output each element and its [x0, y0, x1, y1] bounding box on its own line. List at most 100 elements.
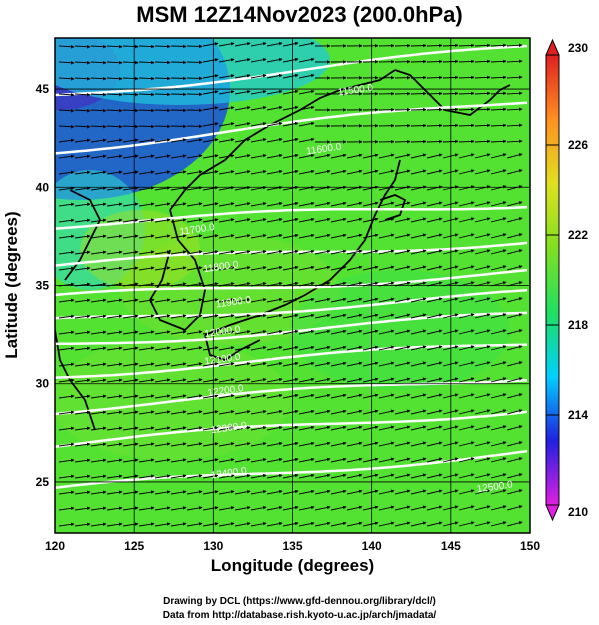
wind-arrow: [474, 377, 491, 383]
wind-arrow: [506, 297, 523, 303]
wind-arrow: [74, 92, 91, 97]
wind-arrow: [58, 410, 75, 415]
wind-arrow: [250, 137, 267, 143]
wind-arrow: [506, 169, 523, 175]
wind-arrow: [394, 473, 411, 479]
wind-arrow: [410, 409, 427, 415]
wind-arrow: [410, 249, 427, 255]
x-tick-label: 135: [282, 539, 302, 553]
wind-arrow: [106, 314, 123, 319]
wind-arrow: [250, 409, 267, 415]
wind-arrow: [90, 490, 107, 495]
x-axis-label: Longitude (degrees): [210, 556, 375, 575]
wind-arrow: [330, 457, 347, 463]
wind-arrow: [58, 394, 75, 399]
wind-arrow: [90, 234, 107, 239]
wind-arrow: [234, 442, 251, 447]
wind-arrow: [458, 43, 475, 48]
wind-arrow: [58, 458, 75, 463]
wind-arrow: [298, 329, 315, 335]
wind-arrow: [58, 490, 75, 495]
wind-arrow: [74, 426, 91, 431]
wind-arrow: [298, 489, 315, 495]
wind-arrow: [362, 505, 379, 511]
contour-label: 12500.0: [476, 479, 514, 495]
wind-arrow: [234, 378, 251, 383]
wind-arrow: [298, 521, 315, 527]
wind-arrow: [234, 346, 251, 351]
wind-arrow: [74, 506, 91, 511]
wind-arrow: [426, 313, 443, 319]
wind-arrow: [378, 153, 395, 159]
wind-arrow: [58, 442, 75, 447]
wind-arrow: [298, 313, 315, 319]
wind-arrow: [58, 218, 75, 223]
wind-arrow: [490, 409, 507, 415]
wind-arrow: [90, 154, 107, 159]
wind-arrow: [170, 250, 187, 255]
wind-arrow: [74, 60, 91, 65]
wind-arrow: [458, 75, 475, 80]
wind-arrow: [474, 139, 491, 144]
wind-arrow: [362, 377, 379, 383]
wind-arrow: [186, 346, 203, 351]
wind-arrow: [218, 154, 235, 159]
wind-arrow: [410, 169, 427, 175]
wind-arrow: [474, 169, 491, 175]
wind-arrow: [410, 265, 427, 271]
wind-arrow: [426, 425, 443, 431]
wind-arrow: [234, 42, 251, 47]
wind-arrow: [90, 124, 107, 129]
wind-arrow: [490, 185, 507, 191]
wind-arrow: [330, 265, 347, 271]
wind-arrow: [170, 394, 187, 399]
wind-arrow: [490, 521, 507, 527]
wind-arrow: [250, 89, 267, 95]
wind-arrow: [362, 201, 379, 207]
wind-arrow: [314, 217, 331, 223]
wind-arrow: [74, 314, 91, 319]
wind-arrow: [314, 313, 331, 319]
wind-arrow: [218, 250, 235, 255]
wind-arrow: [474, 297, 491, 303]
wind-arrow: [474, 457, 491, 463]
wind-arrow: [362, 473, 379, 479]
wind-arrow: [330, 233, 347, 239]
wind-arrow: [186, 458, 203, 463]
wind-arrow: [234, 394, 251, 399]
wind-arrow: [154, 474, 171, 479]
wind-arrow: [458, 139, 475, 144]
wind-arrow: [58, 298, 75, 303]
wind-arrow: [218, 426, 235, 431]
wind-arrow: [282, 345, 299, 351]
wind-arrow: [362, 441, 379, 447]
wind-arrow: [378, 313, 395, 319]
wind-arrow: [490, 265, 507, 271]
wind-arrow: [426, 329, 443, 335]
wind-arrow: [362, 345, 379, 351]
wind-arrow: [58, 250, 75, 255]
wind-arrow: [474, 313, 491, 319]
wind-arrow: [154, 506, 171, 511]
wind-arrow: [138, 138, 155, 143]
wind-arrow: [170, 60, 187, 65]
wind-arrow: [330, 313, 347, 319]
wind-arrow: [58, 346, 75, 351]
wind-arrow: [74, 154, 91, 159]
wind-arrow: [234, 90, 251, 95]
wind-arrow: [106, 76, 123, 81]
wind-arrow: [346, 473, 363, 479]
wind-arrow: [202, 522, 219, 527]
contour-line: [55, 205, 528, 230]
wind-arrow: [74, 394, 91, 399]
wind-arrow: [170, 218, 187, 223]
wind-arrow: [202, 330, 219, 335]
colorbar-tick-label: 214: [568, 408, 588, 422]
wind-arrow: [58, 522, 75, 527]
wind-arrow: [58, 234, 75, 239]
wind-arrow: [170, 76, 187, 81]
wind-arrow: [362, 249, 379, 255]
wind-arrow: [298, 345, 315, 351]
wind-arrow: [186, 298, 203, 303]
